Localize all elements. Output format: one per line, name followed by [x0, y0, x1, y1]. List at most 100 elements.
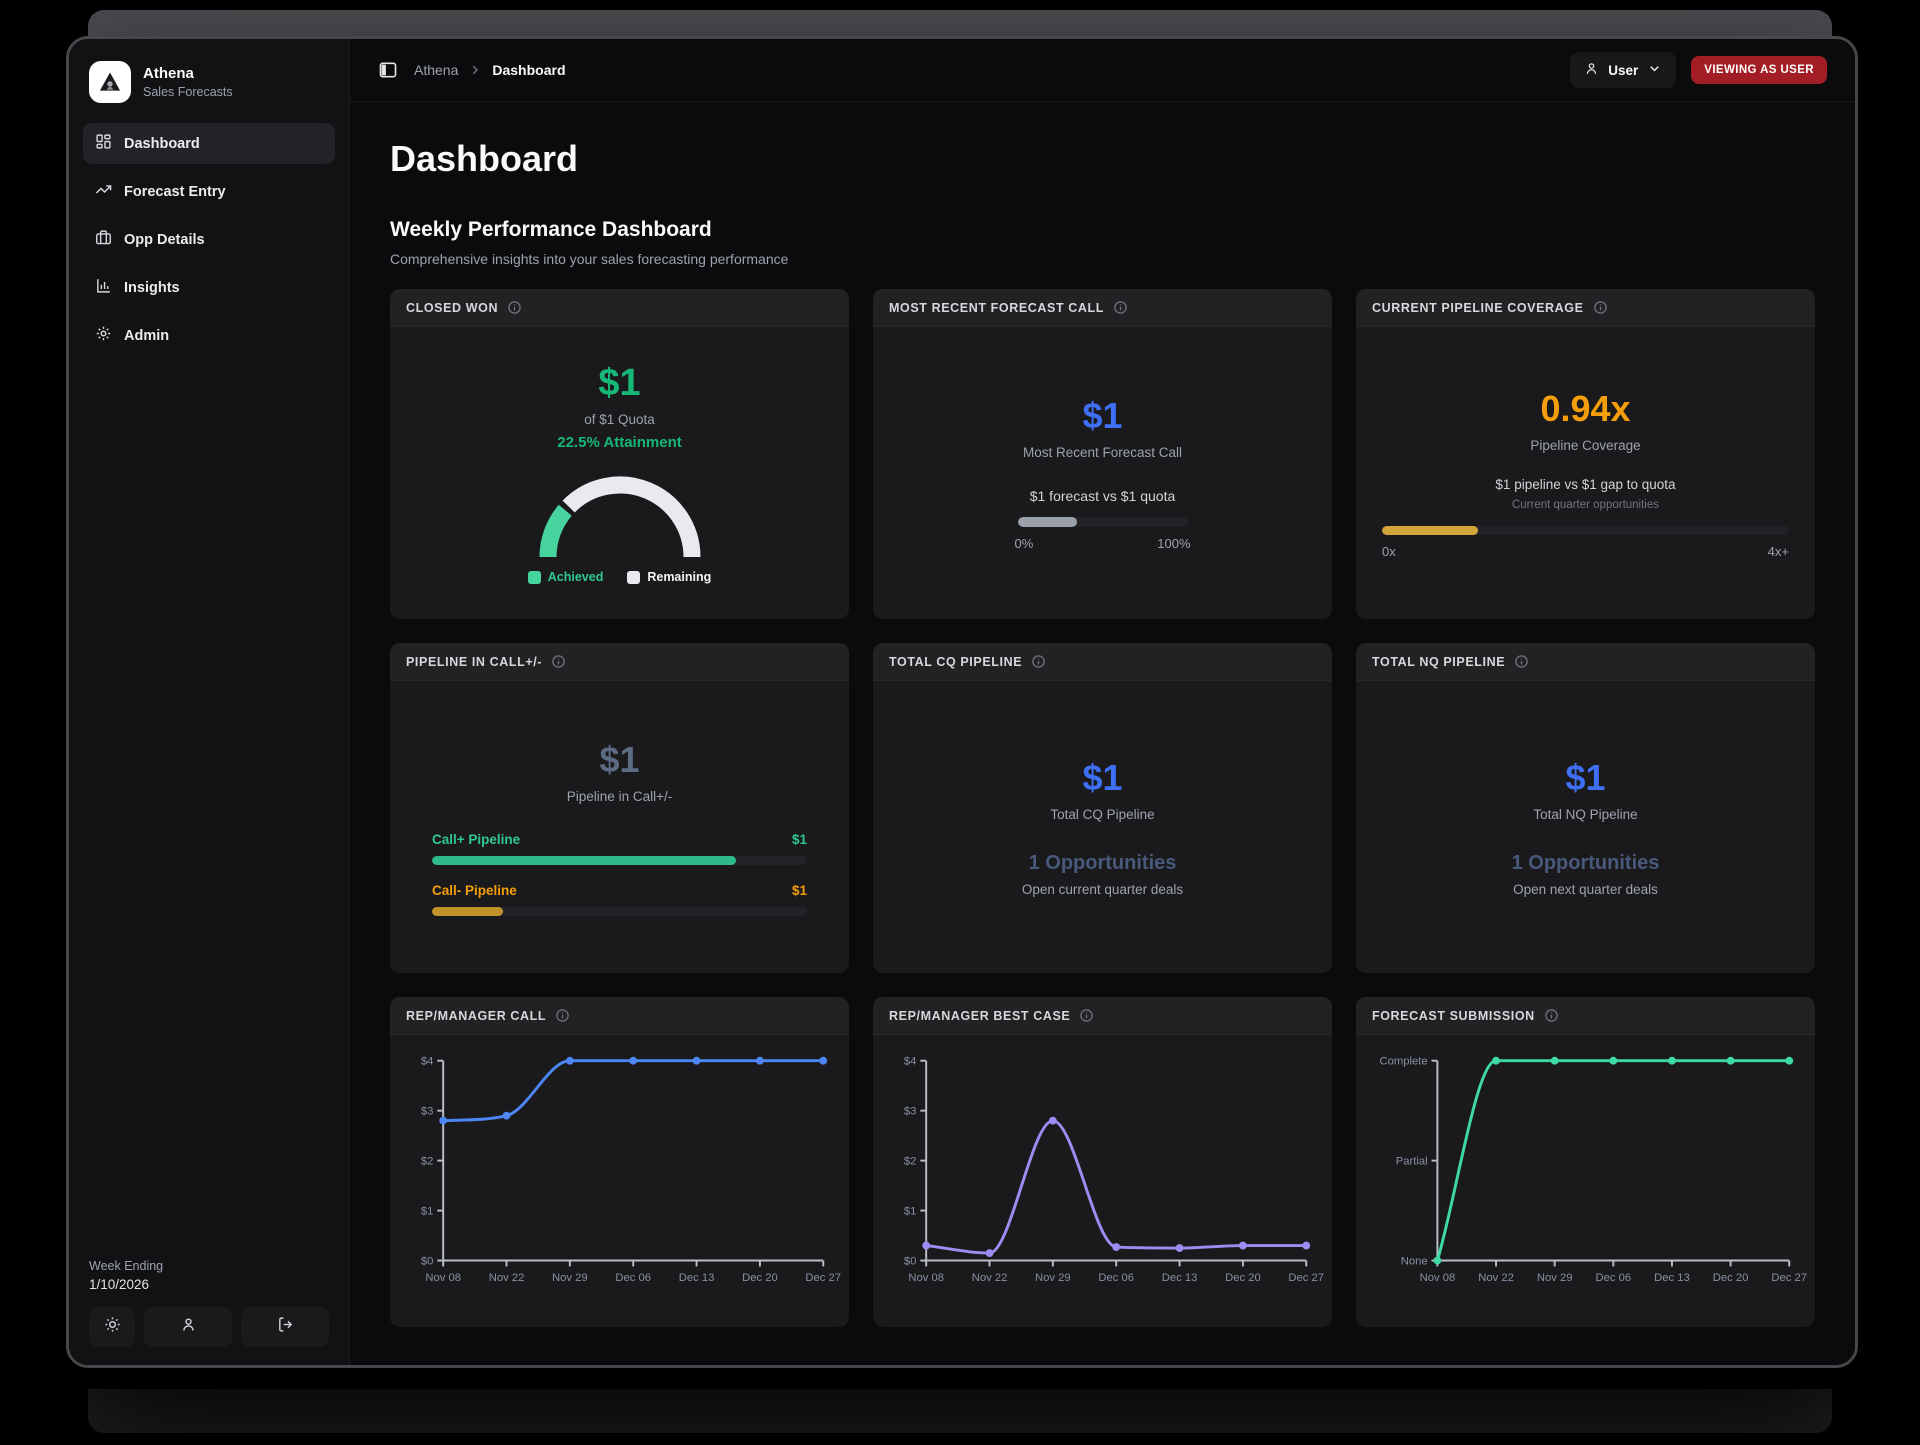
card-header: TOTAL NQ PIPELINE: [1356, 643, 1815, 681]
legend-item-remaining: Remaining: [627, 570, 711, 584]
forecast-vs-quota: $1 forecast vs $1 quota: [1029, 488, 1176, 504]
total-cq-value: $1: [1082, 757, 1123, 798]
page-title: Dashboard: [390, 138, 579, 179]
card-pipeline-coverage: CURRENT PIPELINE COVERAGE 0.94x Pipeline…: [1356, 289, 1815, 619]
brand-name: Athena: [143, 65, 194, 82]
trending-up-icon: [95, 181, 112, 202]
card-header: FORECAST SUBMISSION: [1356, 997, 1815, 1035]
scale-min: 0%: [1014, 536, 1034, 551]
card-header: MOST RECENT FORECAST CALL: [873, 289, 1332, 327]
call-plus-bar-fill: [432, 855, 736, 865]
svg-text:Nov 22: Nov 22: [489, 1272, 525, 1284]
svg-text:$1: $1: [904, 1206, 917, 1218]
user-menu-label: User: [1608, 62, 1639, 78]
card-forecast-submission: FORECAST SUBMISSION None Partial Complete N…: [1356, 997, 1815, 1327]
breadcrumb-current: Dashboard: [492, 62, 566, 78]
sidebar-toggle-button[interactable]: [378, 60, 398, 80]
sidebar-item-insights[interactable]: Insights: [83, 267, 335, 308]
sidebar-item-forecast-entry[interactable]: Forecast Entry: [83, 171, 335, 212]
athena-logo-icon: [89, 61, 131, 103]
card-body: $1 Most Recent Forecast Call $1 forecast…: [873, 327, 1332, 619]
gauge-legend: Achieved Remaining: [527, 570, 711, 584]
coverage-value: 0.94x: [1540, 387, 1631, 429]
sidebar-item-admin[interactable]: Admin: [83, 315, 335, 356]
sidebar-item-label: Insights: [124, 279, 180, 296]
svg-text:Dec 20: Dec 20: [742, 1272, 778, 1284]
sidebar-item-opp-details[interactable]: Opp Details: [83, 219, 335, 260]
info-icon[interactable]: [555, 1008, 570, 1023]
info-icon[interactable]: [1113, 300, 1128, 315]
svg-text:Dec 27: Dec 27: [1771, 1272, 1807, 1284]
svg-text:Nov 22: Nov 22: [1478, 1272, 1514, 1284]
rep-manager-call-chart: $0 $1 $2 $3 $4 Nov 08 Nov 22 Nov 29 Dec 06 Dec 13…: [404, 1047, 841, 1294]
total-cq-opportunities: 1 Opportunities: [1028, 852, 1177, 874]
card-rep-manager-best-case: REP/MANAGER BEST CASE $0 $1 $2 $3 $4 Nov 08 No…: [873, 997, 1332, 1327]
brand-text: Athena Sales Forecasts: [143, 65, 233, 99]
top-bar-right: User VIEWING AS USER: [1570, 52, 1827, 88]
sidebar-item-label: Opp Details: [124, 231, 205, 248]
svg-text:$4: $4: [904, 1056, 917, 1068]
svg-text:Dec 06: Dec 06: [615, 1272, 651, 1284]
svg-text:$0: $0: [904, 1255, 917, 1267]
closed-won-attainment: 22.5% Attainment: [557, 434, 682, 451]
svg-text:$1: $1: [421, 1206, 434, 1218]
dashboard-grid-icon: [95, 133, 112, 154]
theme-toggle-button[interactable]: [89, 1307, 135, 1347]
card-total-cq-pipeline: TOTAL CQ PIPELINE $1 Total CQ Pipeline 1…: [873, 643, 1332, 973]
sidebar-item-label: Forecast Entry: [124, 183, 226, 200]
bar-row-header: Call- Pipeline $1: [432, 883, 807, 898]
card-title: CLOSED WON: [406, 300, 499, 315]
info-icon[interactable]: [1031, 654, 1046, 669]
logout-icon: [277, 1316, 294, 1338]
chevron-right-icon: [468, 63, 482, 77]
bar-chart-icon: [95, 277, 112, 298]
legend-label: Achieved: [547, 570, 604, 584]
total-cq-sub-label: Open current quarter deals: [1021, 882, 1184, 897]
svg-text:$3: $3: [904, 1106, 917, 1118]
attainment-gauge: [522, 459, 718, 568]
legend-swatch: [627, 570, 641, 584]
card-body: 0.94x Pipeline Coverage $1 pipeline vs $…: [1356, 327, 1815, 619]
section-subtitle: Comprehensive insights into your sales f…: [390, 251, 789, 267]
closed-won-quota: of $1 Quota: [584, 412, 655, 427]
info-icon[interactable]: [551, 654, 566, 669]
card-header: CLOSED WON: [390, 289, 849, 327]
breadcrumb: Athena Dashboard: [414, 62, 566, 78]
scale-min: 0x: [1382, 543, 1396, 559]
card-header: REP/MANAGER BEST CASE: [873, 997, 1332, 1035]
info-icon[interactable]: [1514, 654, 1529, 669]
coverage-progress-track: [1382, 525, 1789, 535]
card-title: REP/MANAGER CALL: [406, 1008, 547, 1023]
card-title: MOST RECENT FORECAST CALL: [889, 300, 1104, 315]
bar-track: [432, 855, 807, 865]
user-menu[interactable]: User: [1570, 52, 1677, 88]
sidebar-footer-buttons: [89, 1307, 329, 1347]
sidebar-item-dashboard[interactable]: Dashboard: [83, 123, 335, 164]
info-icon[interactable]: [1079, 1008, 1094, 1023]
pipeline-call-bars: Call+ Pipeline $1 Call- Pipel: [416, 832, 823, 916]
svg-text:Nov 08: Nov 08: [1420, 1272, 1456, 1284]
info-icon[interactable]: [1544, 1008, 1559, 1023]
background-window-bottom: [88, 1389, 1832, 1433]
svg-text:Nov 29: Nov 29: [1035, 1272, 1071, 1284]
breadcrumb-root[interactable]: Athena: [414, 62, 459, 78]
profile-button[interactable]: [144, 1307, 232, 1347]
logout-button[interactable]: [241, 1307, 329, 1347]
forecast-progress-track: [1017, 517, 1188, 527]
card-title: CURRENT PIPELINE COVERAGE: [1372, 300, 1584, 315]
info-icon[interactable]: [1593, 300, 1608, 315]
coverage-progress-fill: [1382, 525, 1478, 535]
call-minus-bar-fill: [432, 906, 504, 916]
brand: Athena Sales Forecasts: [83, 57, 335, 123]
forecast-progress-scale: 0% 100%: [1015, 536, 1191, 551]
svg-text:Dec 20: Dec 20: [1713, 1272, 1749, 1284]
card-body: None Partial Complete Nov 08 Nov 22 Nov 29 Dec…: [1356, 1035, 1815, 1327]
card-forecast-call: MOST RECENT FORECAST CALL $1 Most Recent…: [873, 289, 1332, 619]
viewing-as-user-badge[interactable]: VIEWING AS USER: [1691, 56, 1827, 84]
info-icon[interactable]: [507, 300, 522, 315]
sidebar: Athena Sales Forecasts Dashboard Forecas…: [69, 39, 350, 1365]
card-closed-won: CLOSED WON $1 of $1 Quota 22.5% Attainme…: [390, 289, 849, 619]
coverage-sub-label: Current quarter opportunities: [1511, 498, 1660, 511]
svg-text:Dec 13: Dec 13: [679, 1272, 715, 1284]
week-ending-label: Week Ending: [89, 1259, 164, 1273]
